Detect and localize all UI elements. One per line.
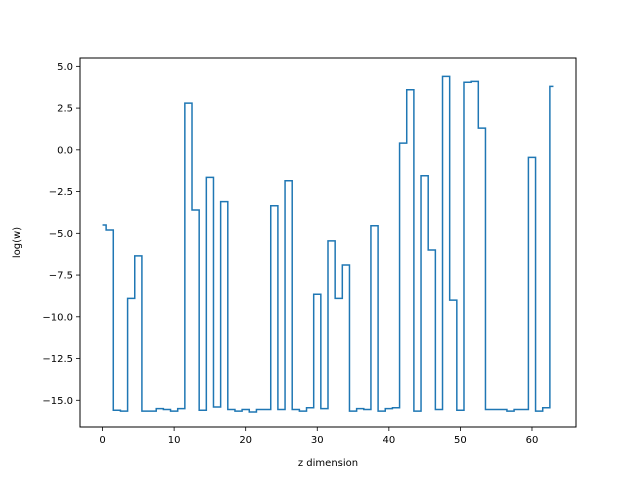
x-tick-label: 40 <box>382 435 395 446</box>
series-line <box>102 75 554 413</box>
y-tick-label: 0.0 <box>57 145 73 156</box>
x-tick-label: 10 <box>168 435 181 446</box>
y-tick-label: −5.0 <box>49 229 73 240</box>
y-tick-label: 5.0 <box>57 62 73 73</box>
y-axis-label: log(w) <box>12 227 23 258</box>
y-tick-label: −7.5 <box>49 271 73 282</box>
x-axis-label: z dimension <box>298 458 358 469</box>
x-tick-label: 20 <box>239 435 252 446</box>
plot-area <box>102 75 554 413</box>
x-tick-label: 50 <box>454 435 467 446</box>
x-tick-label: 0 <box>99 435 105 446</box>
x-tick-label: 60 <box>526 435 539 446</box>
y-tick-label: −15.0 <box>42 396 73 407</box>
y-tick-label: −2.5 <box>49 187 73 198</box>
y-tick-label: 2.5 <box>57 104 73 115</box>
y-tick-label: −10.0 <box>42 312 73 323</box>
x-tick-label: 30 <box>311 435 324 446</box>
axes-frame <box>79 57 577 428</box>
x-axis: 0 10 20 30 40 50 60 <box>99 427 538 446</box>
y-axis: −15.0 −12.5 −10.0 −7.5 −5.0 −2.5 0.0 2.5 5.0 <box>42 62 80 407</box>
y-tick-label: −12.5 <box>42 354 73 365</box>
